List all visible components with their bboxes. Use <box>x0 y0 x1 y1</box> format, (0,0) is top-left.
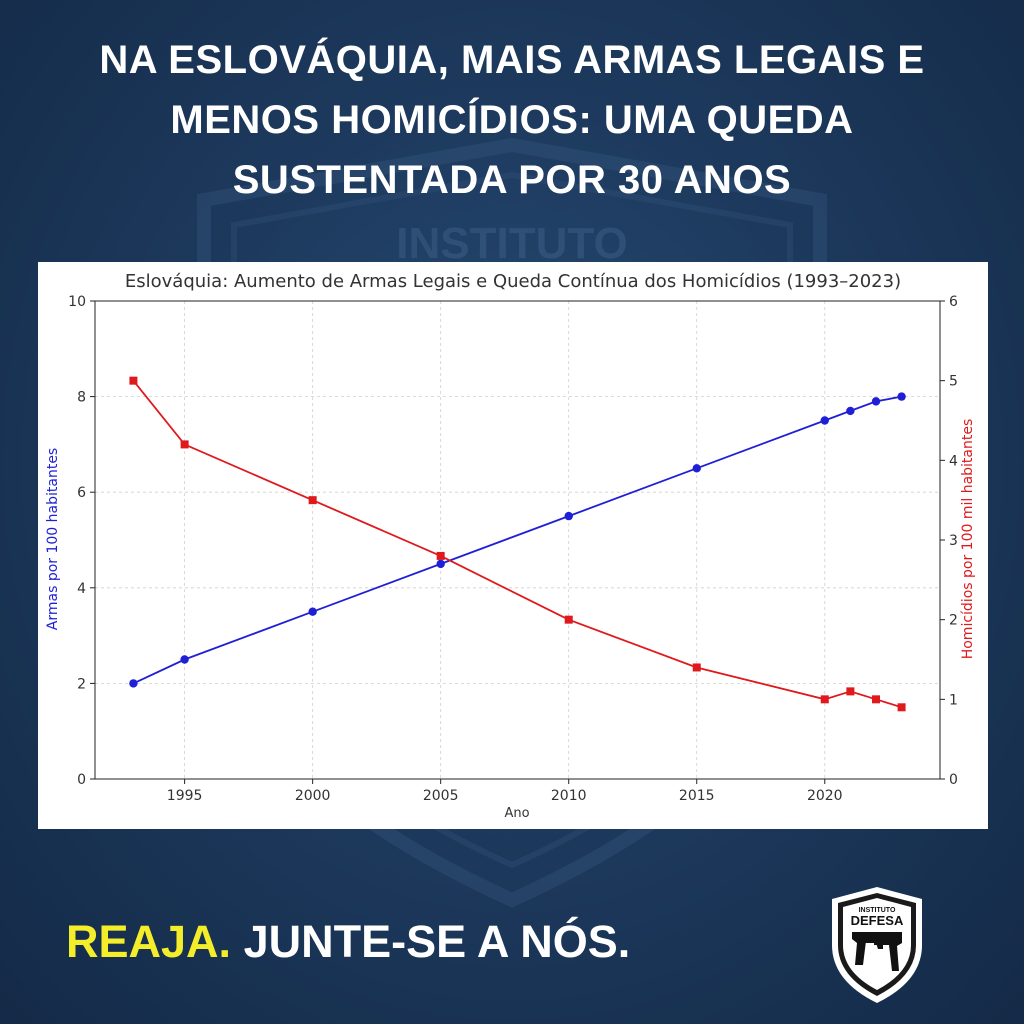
x-tick-label: 2015 <box>679 788 715 804</box>
call-to-action: REAJA. JUNTE-SE A NÓS. <box>66 912 630 972</box>
cta-accent: REAJA. <box>66 916 232 967</box>
data-point-1 <box>436 551 445 560</box>
watermark-text: INSTITUTO <box>396 219 627 268</box>
data-point-0 <box>564 511 573 521</box>
y-right-tick-label: 0 <box>949 772 958 788</box>
instituto-defesa-logo: INSTITUTO DEFESA <box>832 887 922 1003</box>
logo-main-text: DEFESA <box>851 913 904 928</box>
data-point-1 <box>564 615 573 624</box>
data-point-0 <box>820 416 829 425</box>
y-axis-right-label: Homicídios por 100 mil habitantes <box>960 419 976 660</box>
data-point-0 <box>897 392 906 401</box>
plot-frame <box>94 300 941 780</box>
axes: 1995 2000 2005 2010 2015 2020 0 2 4 6 8 10 0 1 2 3 4 5 6 <box>68 294 958 804</box>
y-axis-left-label: Armas por 100 habitantes <box>45 448 61 630</box>
chart: 1995 2000 2005 2010 2015 2020 0 2 4 6 8 10 0 1 2 3 4 5 6 E… <box>45 271 976 821</box>
y-right-tick-label: 3 <box>949 533 958 549</box>
y-left-tick-label: 6 <box>77 485 86 501</box>
data-point-1 <box>692 663 701 672</box>
data-point-1 <box>308 496 317 505</box>
y-right-tick-label: 1 <box>949 692 958 708</box>
data-point-1 <box>820 695 829 704</box>
y-right-tick-label: 4 <box>949 453 958 469</box>
data-point-0 <box>308 607 317 616</box>
data-point-0 <box>129 679 138 688</box>
x-axis-label: Ano <box>504 806 529 821</box>
chart-title: Eslováquia: Aumento de Armas Legais e Qu… <box>125 271 901 292</box>
y-right-tick-label: 5 <box>949 374 958 390</box>
pistol-icon-mirrored <box>864 937 902 971</box>
x-tick-label: 1995 <box>167 788 203 804</box>
y-left-tick-label: 4 <box>77 581 86 597</box>
logo-top-text: INSTITUTO <box>859 907 896 914</box>
series-line-0 <box>133 395 902 685</box>
y-right-tick-label: 6 <box>949 294 958 310</box>
data-point-0 <box>846 406 855 416</box>
series-line-1 <box>132 380 902 709</box>
cta-text: JUNTE-SE A NÓS. <box>243 916 631 967</box>
x-tick-label: 2010 <box>551 788 587 804</box>
headline: NA ESLOVÁQUIA, MAIS ARMAS LEGAIS E MENOS… <box>99 38 925 202</box>
data-point-1 <box>180 440 189 449</box>
chart-card: 1995 2000 2005 2010 2015 2020 0 2 4 6 8 10 0 1 2 3 4 5 6 E… <box>38 262 988 829</box>
x-tick-label: 2020 <box>807 788 843 804</box>
data-point-1 <box>871 695 880 704</box>
data-point-0 <box>692 464 701 473</box>
data-point-1 <box>129 376 138 385</box>
y-left-tick-label: 0 <box>77 772 86 788</box>
y-right-tick-label: 2 <box>949 613 958 629</box>
x-tick-label: 2005 <box>423 788 459 804</box>
data-point-0 <box>436 559 445 569</box>
data-point-0 <box>871 397 881 406</box>
series <box>129 376 906 712</box>
y-left-tick-label: 10 <box>68 294 86 310</box>
data-point-1 <box>897 703 906 712</box>
x-tick-label: 2000 <box>295 788 331 804</box>
y-left-tick-label: 8 <box>77 390 86 406</box>
data-point-0 <box>180 655 189 664</box>
grid <box>95 300 940 780</box>
y-left-tick-label: 2 <box>77 676 86 692</box>
data-point-1 <box>846 687 855 696</box>
